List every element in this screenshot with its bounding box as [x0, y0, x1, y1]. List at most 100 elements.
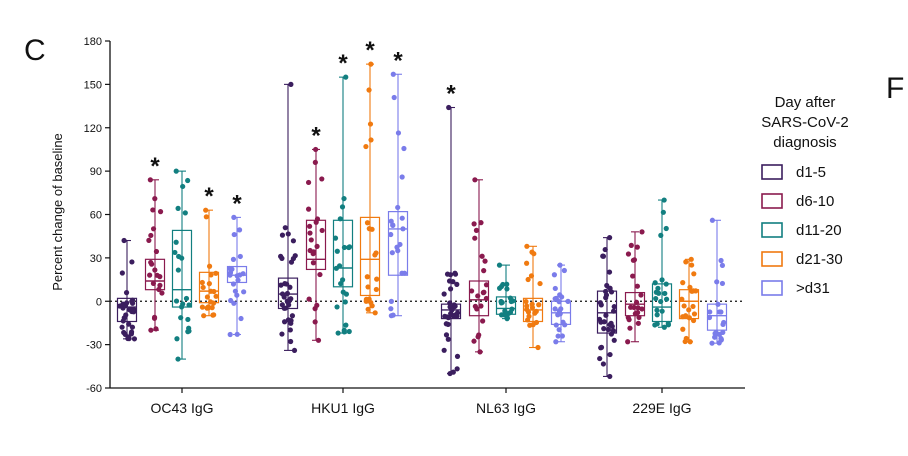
data-point	[175, 267, 181, 273]
data-point	[284, 290, 291, 297]
data-point	[557, 292, 563, 298]
data-point	[366, 226, 372, 232]
data-point	[319, 227, 325, 234]
data-point	[313, 146, 319, 153]
data-point	[660, 209, 666, 215]
data-point	[483, 282, 490, 288]
data-point	[156, 286, 162, 293]
data-point	[234, 273, 240, 279]
data-point	[712, 334, 718, 340]
data-point	[231, 214, 237, 220]
data-point	[653, 295, 659, 302]
data-point	[602, 288, 609, 295]
data-point	[314, 302, 320, 308]
data-point	[180, 301, 186, 307]
box-iqr	[359, 216, 381, 297]
data-point	[558, 306, 564, 312]
data-point	[335, 330, 341, 336]
data-point	[659, 277, 665, 283]
box-group	[359, 61, 381, 316]
data-point	[159, 290, 165, 296]
data-point	[400, 226, 406, 232]
data-point	[714, 279, 720, 285]
data-point	[472, 177, 478, 183]
y-tick-label: 180	[84, 36, 102, 48]
data-point	[341, 244, 348, 251]
data-point	[291, 347, 298, 354]
legend-swatch	[761, 193, 783, 209]
data-point	[121, 237, 127, 244]
data-point	[203, 214, 209, 220]
legend-entry: d6-10	[796, 193, 834, 210]
data-point	[689, 262, 695, 268]
data-point	[120, 318, 126, 324]
data-point	[290, 238, 296, 244]
data-point	[200, 284, 206, 291]
data-point	[333, 265, 339, 271]
data-point	[691, 311, 698, 317]
data-point	[524, 243, 530, 249]
significance-marker: *	[338, 50, 348, 77]
data-point	[477, 349, 483, 355]
data-point	[150, 207, 156, 213]
data-point	[611, 304, 617, 310]
data-point	[628, 242, 634, 248]
data-point	[471, 221, 477, 227]
data-point	[654, 307, 660, 313]
legend-swatch	[761, 222, 783, 238]
data-point	[450, 313, 457, 319]
data-point	[287, 284, 293, 290]
data-point	[317, 271, 323, 278]
data-point	[445, 336, 451, 342]
data-point	[552, 296, 558, 302]
data-point	[129, 259, 135, 265]
data-point	[552, 285, 558, 292]
data-point	[481, 268, 487, 274]
data-point	[686, 307, 692, 313]
data-point	[279, 331, 285, 337]
data-point	[719, 262, 726, 269]
data-point	[234, 331, 240, 337]
data-point	[213, 270, 219, 276]
data-point	[690, 317, 697, 324]
data-point	[476, 332, 482, 338]
data-point	[452, 271, 459, 277]
box-group	[226, 214, 248, 338]
data-point	[631, 257, 638, 263]
data-point	[310, 260, 317, 266]
box-group	[277, 81, 299, 354]
data-point	[279, 291, 286, 297]
data-point	[148, 259, 154, 266]
data-point	[185, 316, 191, 323]
data-point	[314, 216, 321, 222]
data-point	[602, 246, 608, 253]
data-point	[691, 271, 697, 277]
data-point	[478, 220, 484, 226]
data-point	[281, 319, 288, 325]
data-point	[388, 218, 394, 224]
data-point	[633, 299, 640, 305]
significance-marker: *	[311, 122, 321, 149]
data-point	[286, 298, 292, 304]
data-point	[152, 267, 158, 273]
data-point	[236, 227, 243, 233]
data-point	[119, 324, 125, 330]
box-group	[332, 74, 354, 336]
data-point	[307, 223, 313, 229]
data-point	[204, 294, 211, 300]
significance-marker: *	[365, 37, 375, 64]
box-group	[706, 217, 728, 346]
box-group	[550, 262, 572, 345]
box-group	[596, 235, 618, 380]
data-point	[388, 298, 394, 304]
data-point	[603, 295, 609, 301]
data-point	[287, 327, 293, 333]
data-point	[480, 318, 486, 324]
data-point	[373, 286, 379, 293]
data-point	[605, 326, 611, 333]
data-point	[203, 207, 209, 213]
data-point	[401, 145, 407, 152]
data-point	[555, 333, 561, 339]
data-point	[598, 345, 604, 351]
